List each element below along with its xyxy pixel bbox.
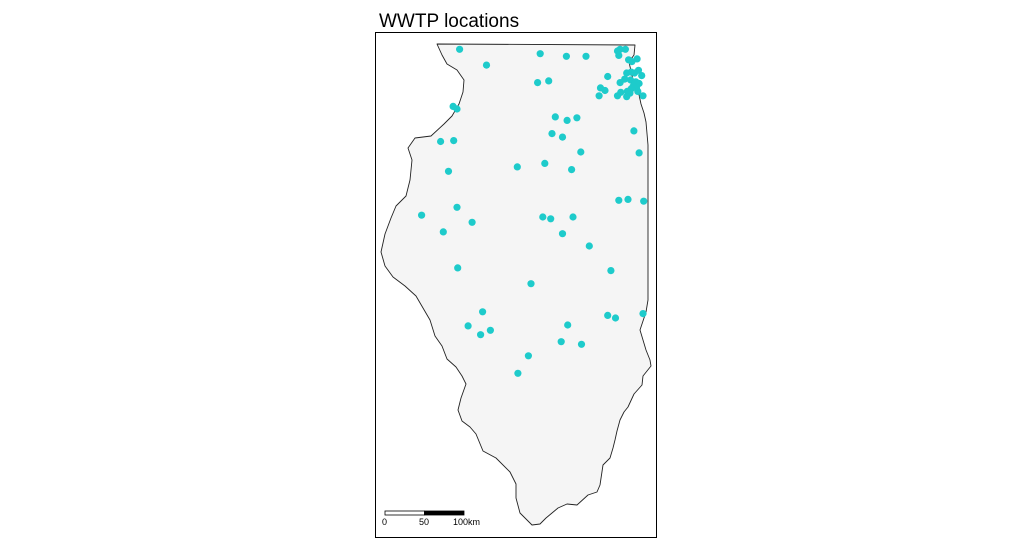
wwtp-point [577,148,585,156]
wwtp-point [595,92,603,100]
wwtp-point [639,310,647,318]
wwtp-points-layer [418,45,648,377]
wwtp-point [439,228,447,236]
wwtp-point [558,230,567,238]
wwtp-point [568,166,576,174]
map-title: WWTP locations [379,11,520,32]
illinois-state-outline [380,43,652,526]
wwtp-point [562,52,571,60]
scale-label-50: 50 [419,517,429,527]
wwtp-point [633,55,641,63]
wwtp-point [621,45,630,53]
wwtp-point [573,114,581,122]
wwtp-point [482,61,491,69]
wwtp-point [585,242,593,250]
wwtp-point [624,195,632,203]
wwtp-point [418,211,426,219]
wwtp-point [638,72,646,80]
wwtp-point [604,311,612,319]
wwtp-point [454,264,462,272]
wwtp-point [634,87,642,95]
wwtp-point [548,130,556,138]
wwtp-point [437,137,445,146]
wwtp-point [630,69,639,77]
wwtp-point [577,340,586,348]
wwtp-point [639,92,647,100]
wwtp-point [607,267,615,275]
wwtp-point [541,159,549,167]
wwtp-point [539,213,547,221]
wwtp-point [486,326,494,334]
wwtp-point [616,79,624,87]
wwtp-point [527,280,535,288]
wwtp-point [464,322,472,330]
wwtp-point [468,218,476,226]
wwtp-point [456,45,464,53]
scale-bar-segment-dark [424,510,465,516]
wwtp-point [557,338,565,346]
wwtp-point [551,113,559,121]
wwtp-point [630,127,638,135]
scale-bar-segment-light [384,510,425,516]
wwtp-point [514,369,522,377]
wwtp-point [524,352,533,360]
scale-bar: 0 50 100km [382,510,480,527]
wwtp-point [582,52,590,60]
wwtp-point [613,92,622,100]
wwtp-point [450,137,458,145]
wwtp-point [547,215,555,223]
wwtp-point [616,45,624,53]
scale-label-0: 0 [382,517,387,527]
wwtp-point [623,93,631,101]
wwtp-point [563,116,571,124]
wwtp-point [604,72,612,81]
wwtp-point [569,213,577,221]
wwtp-point [635,149,643,157]
wwtp-point [453,105,461,113]
wwtp-point [545,77,553,85]
wwtp-point [640,197,648,205]
scale-label-100km: 100km [453,517,480,527]
wwtp-point [477,331,485,339]
wwtp-point [615,196,623,204]
wwtp-point [534,79,542,87]
wwtp-point [564,321,572,329]
wwtp-point [558,133,567,141]
wwtp-point [479,308,487,316]
wwtp-point [611,314,620,322]
wwtp-point [615,51,623,60]
wwtp-point [536,50,544,58]
wwtp-point [444,167,453,175]
wwtp-point [601,86,609,95]
wwtp-point [513,163,521,171]
wwtp-point [453,203,461,211]
